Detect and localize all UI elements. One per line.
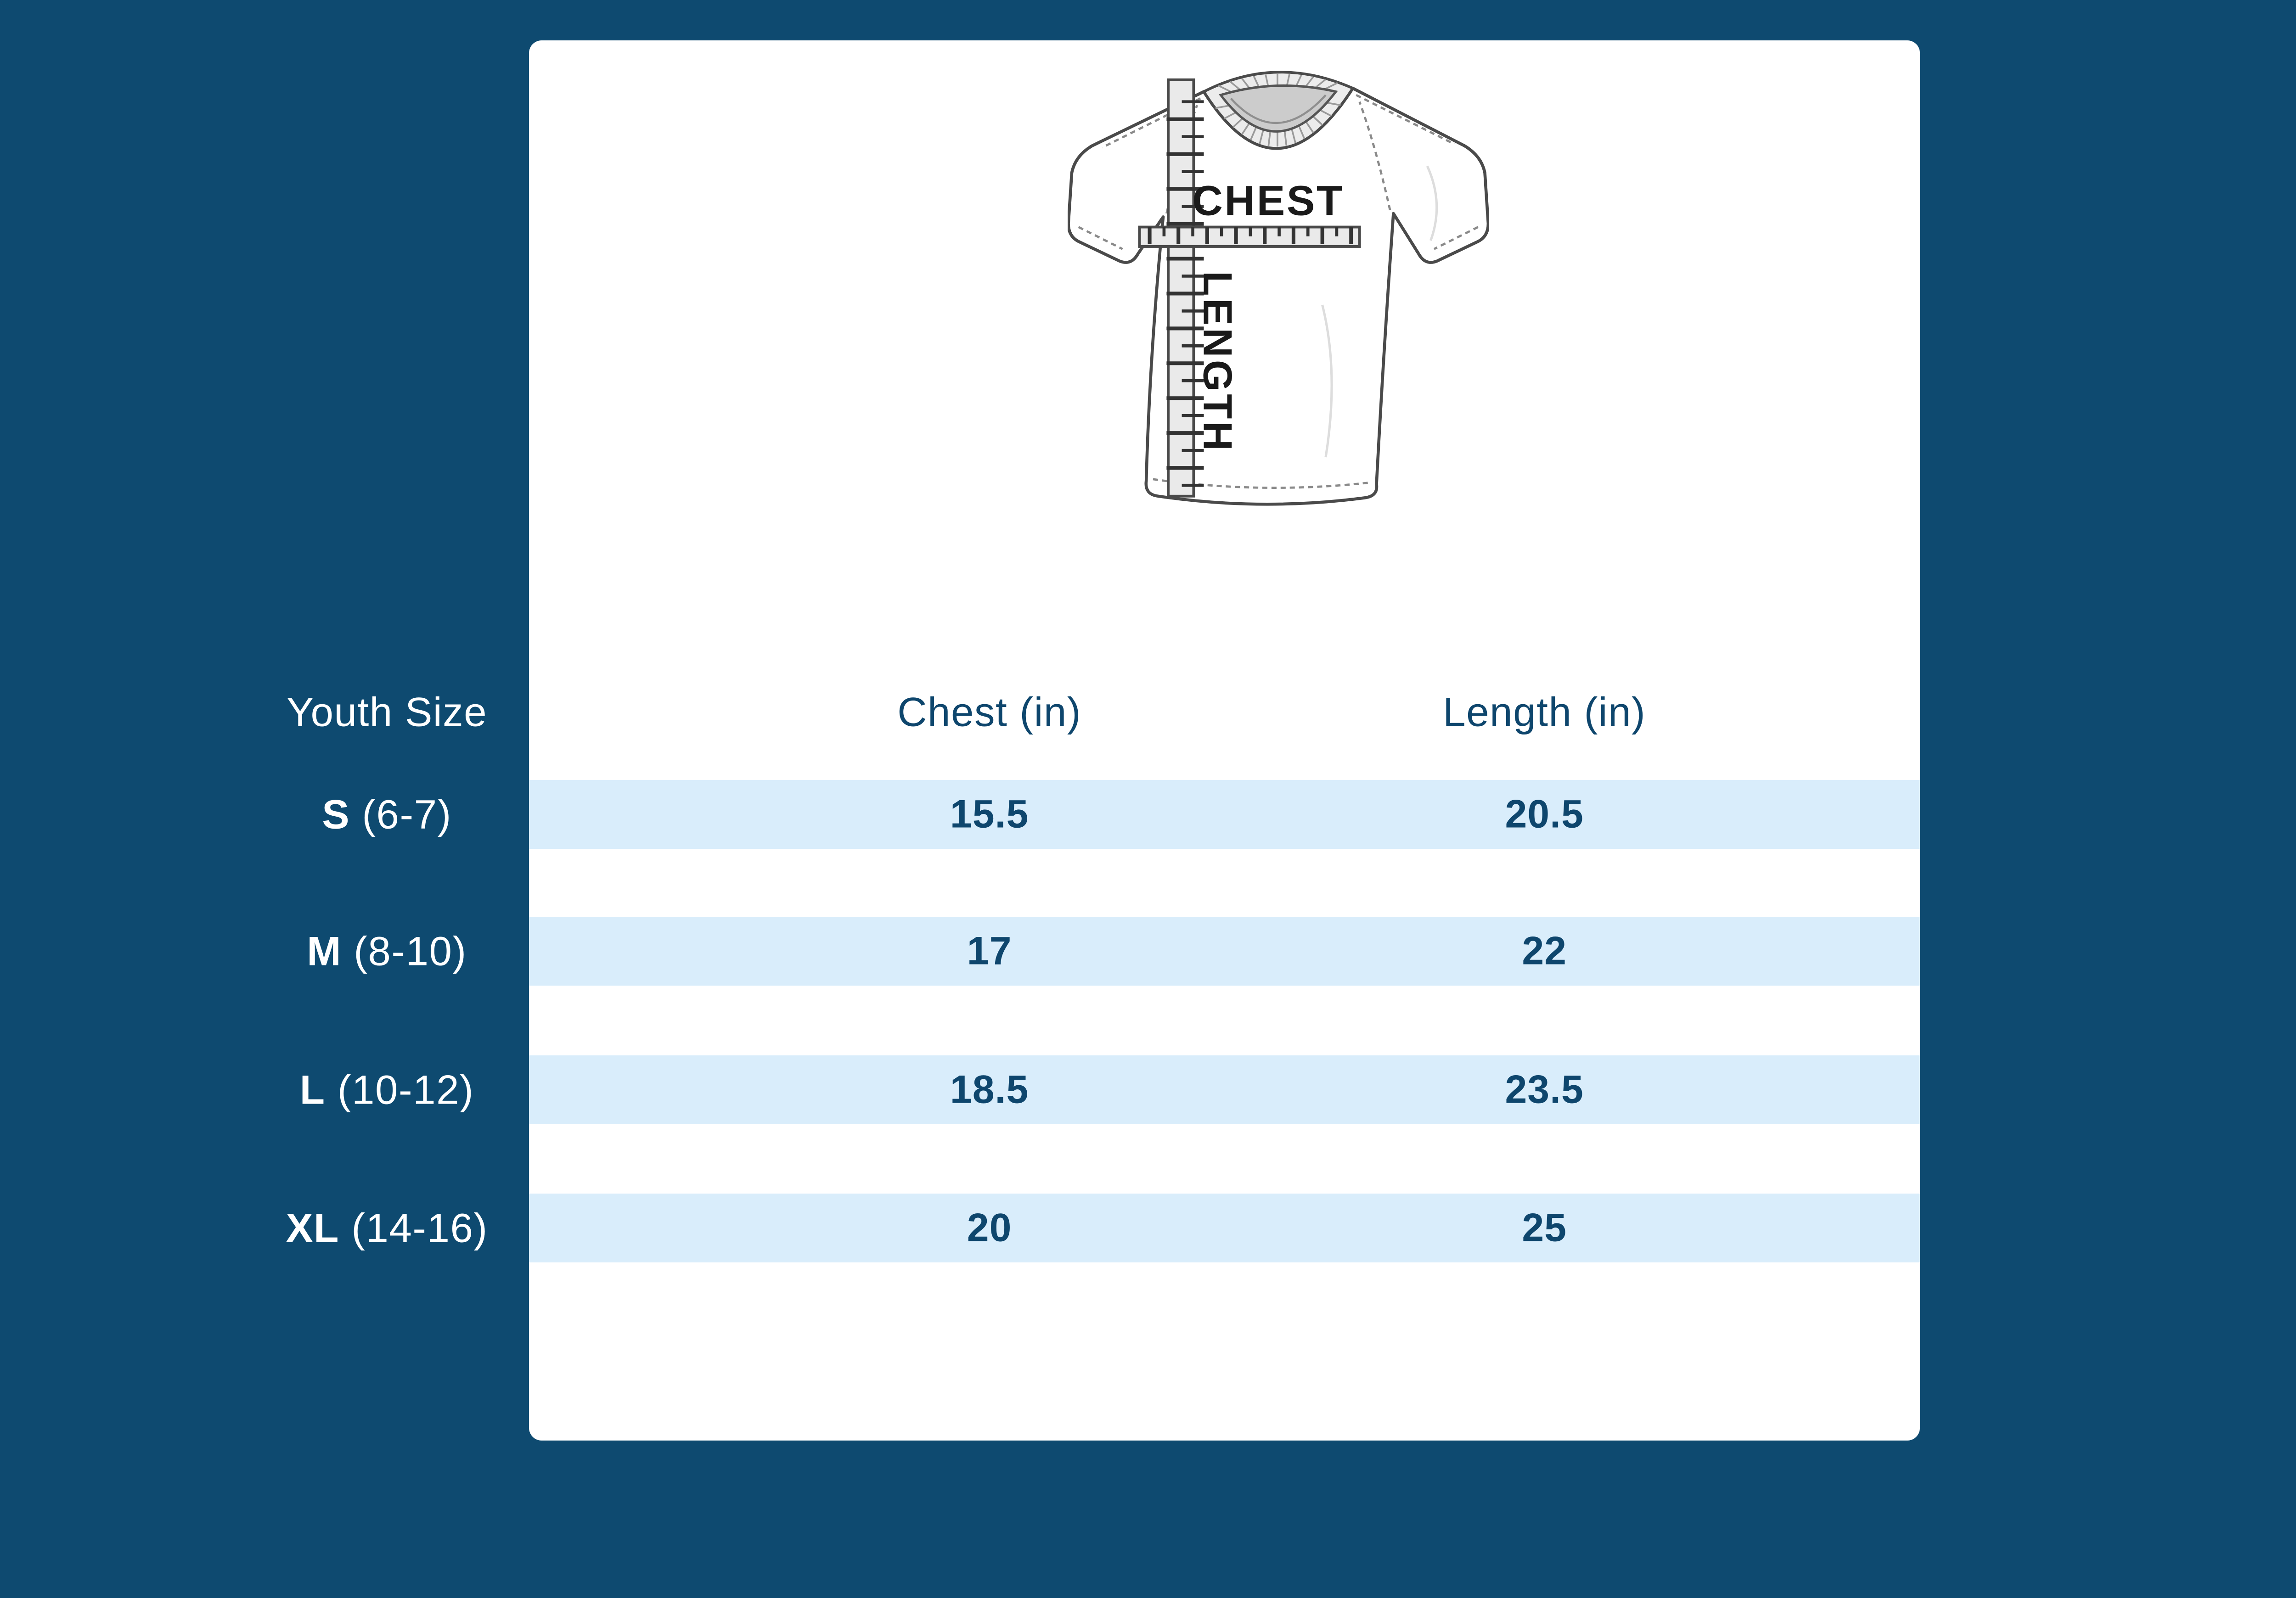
size-age-range: (10-12)	[337, 1066, 474, 1113]
chest-value: 15.5	[950, 792, 1029, 836]
length-measure-label: LENGTH	[1195, 271, 1241, 453]
length-ruler	[1167, 78, 1195, 498]
size-age-range: (8-10)	[354, 928, 467, 974]
tshirt-diagram-icon: CHEST LENGTH	[1068, 70, 1489, 506]
row-label-s: S (6-7)	[322, 791, 452, 838]
chest-ruler-ticks-minor	[1162, 227, 1339, 236]
chest-value: 17	[967, 929, 1012, 973]
chest-value: 20	[967, 1206, 1012, 1250]
column-header-youth-size: Youth Size	[286, 689, 488, 735]
table-header-row: Youth Size Chest (in) Length (in)	[0, 676, 2296, 748]
length-value: 22	[1522, 929, 1567, 973]
row-band: 15.5 20.5	[529, 780, 1920, 849]
size-letter: S	[322, 791, 350, 837]
collar-inner	[1219, 84, 1338, 133]
collar-rib-texture	[1215, 73, 1341, 146]
size-chart-page: CHEST LENGTH Youth Size Chest (in) Lengt…	[0, 40, 2296, 1441]
column-header-length: Length (in)	[1443, 689, 1646, 735]
table-row: S (6-7) 15.5 20.5	[0, 780, 2296, 849]
collar-inner-shadow	[1230, 94, 1327, 124]
row-band: 17 22	[529, 916, 1920, 986]
tshirt-body	[1068, 86, 1489, 506]
row-band: 18.5 23.5	[529, 1055, 1920, 1124]
size-age-range: (14-16)	[351, 1205, 488, 1251]
chest-ruler-ticks-major	[1148, 227, 1353, 244]
row-label-m: M (8-10)	[307, 928, 467, 975]
size-letter: L	[299, 1066, 326, 1113]
column-header-chest: Chest (in)	[897, 689, 1081, 735]
size-letter: XL	[286, 1205, 340, 1251]
length-ruler-ticks-major	[1166, 117, 1204, 470]
header-band: Chest (in) Length (in)	[529, 676, 1920, 748]
row-label-l: L (10-12)	[300, 1066, 474, 1113]
row-band: 20 25	[529, 1194, 1920, 1263]
chest-value: 18.5	[950, 1067, 1029, 1112]
table-row: M (8-10) 17 22	[0, 916, 2296, 986]
tshirt-measurement-illustration: CHEST LENGTH	[1068, 68, 1489, 521]
length-value: 20.5	[1505, 792, 1584, 836]
table-row: XL (14-16) 20 25	[0, 1194, 2296, 1263]
table-row: L (10-12) 18.5 23.5	[0, 1055, 2296, 1124]
length-value: 25	[1522, 1206, 1567, 1250]
chest-measure-label: CHEST	[1192, 177, 1344, 224]
size-age-range: (6-7)	[362, 791, 452, 837]
length-value: 23.5	[1505, 1067, 1584, 1112]
row-label-xl: XL (14-16)	[286, 1205, 488, 1252]
stitch-lines	[1078, 94, 1479, 489]
size-letter: M	[307, 928, 342, 974]
